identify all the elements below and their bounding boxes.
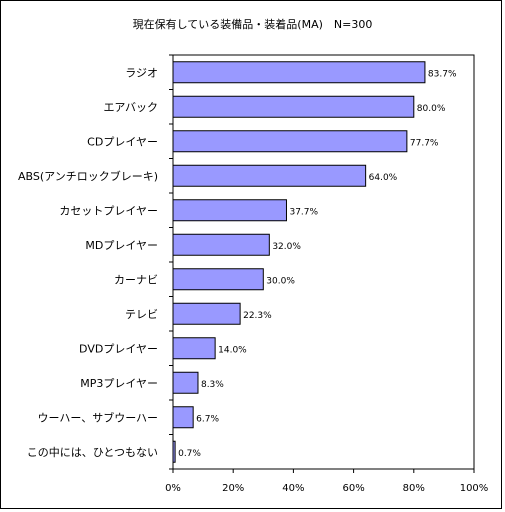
category-label: カーナビ (114, 273, 158, 286)
data-label: 22.3% (243, 311, 272, 321)
category-label: この中には、ひとつもない (27, 446, 158, 459)
bar (172, 337, 216, 360)
bar (172, 268, 264, 291)
data-label: 80.0% (417, 104, 446, 114)
bar (172, 440, 176, 463)
category-label: テレビ (125, 308, 158, 321)
x-tick-label: 60% (342, 483, 364, 494)
chart-title: 現在保有している装備品・装着品(MA) N=300 (132, 18, 373, 31)
category-label: CDプレイヤー (87, 135, 158, 148)
bar (172, 199, 287, 222)
category-label: MP3プレイヤー (80, 377, 158, 390)
category-label: ラジオ (125, 66, 158, 79)
data-label: 83.7% (428, 69, 457, 79)
data-label: 37.7% (289, 207, 318, 217)
bar (172, 95, 415, 118)
data-label: 77.7% (410, 138, 439, 148)
bar (172, 233, 270, 256)
category-label: ABS(アンチロックブレーキ) (18, 169, 158, 183)
bar (172, 406, 194, 429)
data-label: 14.0% (218, 345, 247, 355)
data-label: 32.0% (272, 242, 301, 252)
data-label: 0.7% (178, 449, 201, 459)
category-label: DVDプレイヤー (79, 342, 158, 355)
category-label: エアバック (103, 101, 158, 114)
x-tick-label: 40% (282, 483, 304, 494)
data-label: 8.3% (201, 380, 224, 390)
data-label: 6.7% (196, 414, 219, 424)
x-tick-label: 80% (403, 483, 425, 494)
category-label: カセットプレイヤー (59, 204, 158, 217)
bar (172, 164, 367, 187)
bar (172, 130, 408, 153)
bar (172, 61, 426, 84)
bar (172, 302, 241, 325)
data-label: 30.0% (266, 276, 295, 286)
data-label: 64.0% (369, 173, 398, 183)
category-label: MDプレイヤー (85, 239, 158, 252)
category-label: ウーハー、サブウーハー (38, 410, 158, 424)
x-tick-label: 100% (460, 483, 489, 494)
bar (172, 371, 199, 394)
x-tick-label: 0% (165, 483, 181, 494)
x-tick-label: 20% (222, 483, 244, 494)
